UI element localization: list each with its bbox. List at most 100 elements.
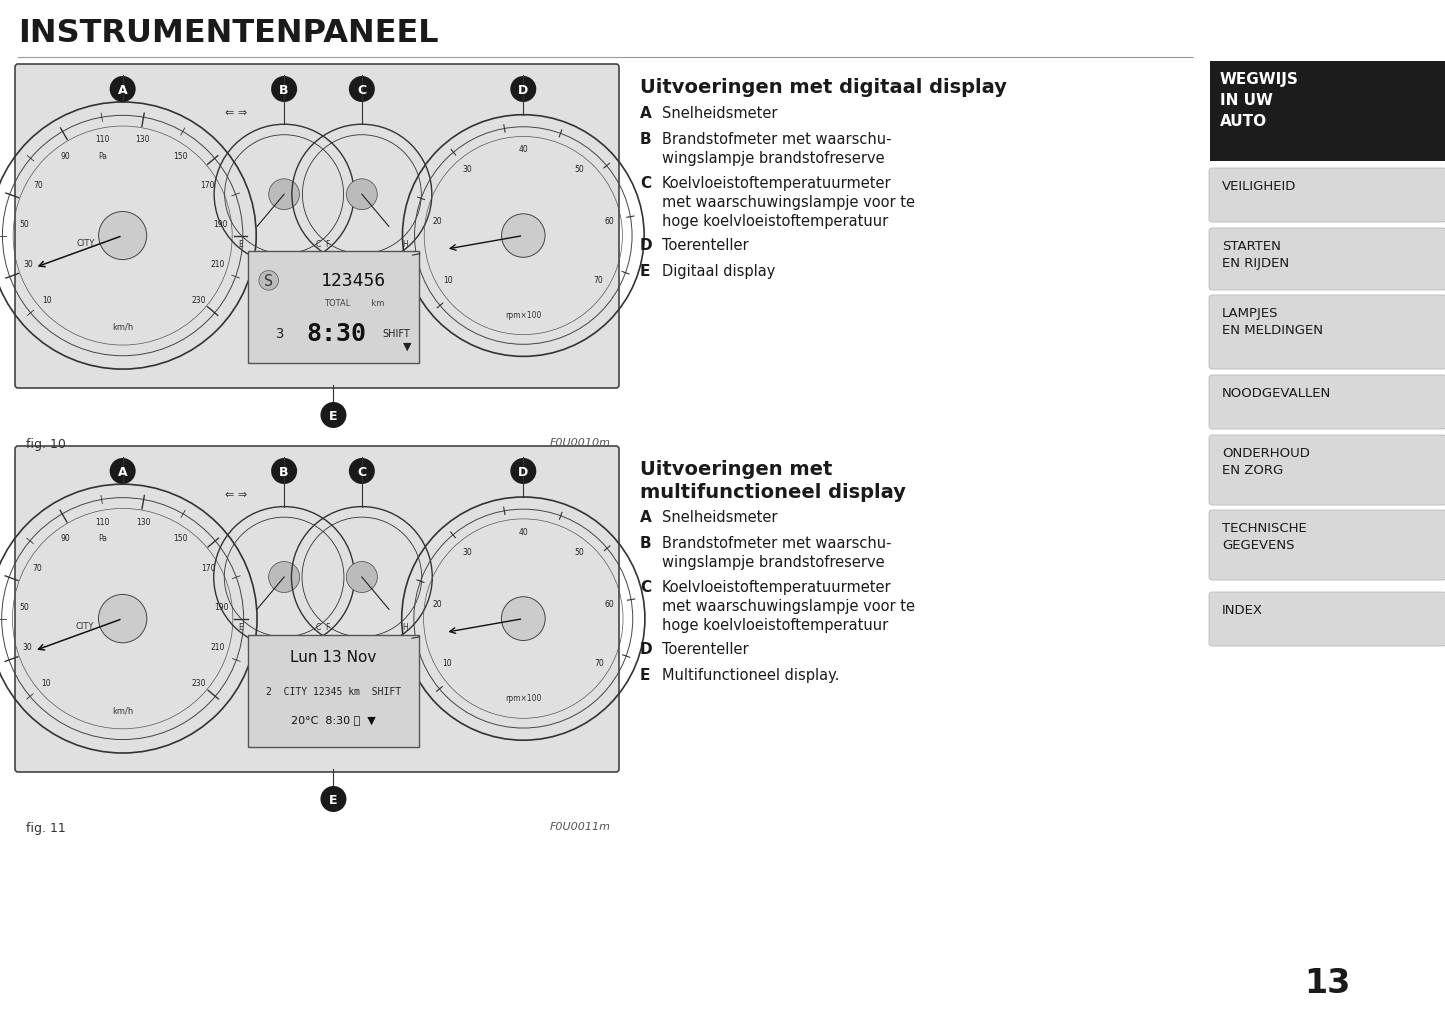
Text: 70: 70 bbox=[32, 563, 42, 572]
Text: 130: 130 bbox=[136, 135, 150, 145]
Circle shape bbox=[110, 77, 136, 103]
Text: A: A bbox=[118, 465, 127, 478]
Text: 70: 70 bbox=[33, 181, 43, 190]
FancyBboxPatch shape bbox=[1209, 592, 1445, 646]
Text: 230: 230 bbox=[192, 678, 207, 687]
Text: 110: 110 bbox=[95, 518, 110, 527]
Text: E: E bbox=[640, 264, 650, 279]
Text: F0U0010m: F0U0010m bbox=[551, 438, 611, 448]
Text: S: S bbox=[264, 274, 273, 288]
Text: H: H bbox=[403, 622, 409, 631]
Text: 10: 10 bbox=[442, 658, 452, 667]
Text: STARTEN
EN RIJDEN: STARTEN EN RIJDEN bbox=[1222, 240, 1289, 270]
Circle shape bbox=[98, 212, 147, 260]
Text: Koelvloeistoftemperatuurmeter
met waarschuwingslampje voor te
hoge koelvloeistof: Koelvloeistoftemperatuurmeter met waarsc… bbox=[662, 176, 915, 229]
FancyBboxPatch shape bbox=[1209, 436, 1445, 506]
Text: 90: 90 bbox=[61, 534, 69, 543]
Bar bbox=[249, 635, 419, 747]
Text: E: E bbox=[329, 793, 338, 806]
Text: E: E bbox=[238, 622, 243, 631]
Text: E: E bbox=[640, 667, 650, 682]
Circle shape bbox=[321, 787, 347, 812]
FancyBboxPatch shape bbox=[1209, 376, 1445, 430]
Text: B: B bbox=[640, 536, 652, 550]
Text: LAMPJES
EN MELDINGEN: LAMPJES EN MELDINGEN bbox=[1222, 306, 1324, 337]
Circle shape bbox=[272, 459, 298, 484]
Circle shape bbox=[272, 77, 298, 103]
Text: 8:30: 8:30 bbox=[306, 321, 367, 346]
Text: ONDERHOUD
EN ZORG: ONDERHOUD EN ZORG bbox=[1222, 447, 1309, 476]
Text: 70: 70 bbox=[594, 275, 604, 284]
Text: D: D bbox=[519, 84, 529, 96]
Text: 230: 230 bbox=[191, 295, 205, 304]
Text: C: C bbox=[640, 579, 652, 594]
Circle shape bbox=[501, 214, 545, 258]
Circle shape bbox=[347, 180, 377, 210]
Text: Lun 13 Nov: Lun 13 Nov bbox=[290, 650, 377, 665]
Circle shape bbox=[321, 402, 347, 429]
FancyBboxPatch shape bbox=[1209, 295, 1445, 370]
Circle shape bbox=[110, 459, 136, 484]
Text: 20: 20 bbox=[434, 216, 442, 225]
Text: WEGWIJS
IN UW
AUTO: WEGWIJS IN UW AUTO bbox=[1220, 72, 1299, 128]
FancyBboxPatch shape bbox=[14, 447, 618, 772]
Text: 210: 210 bbox=[211, 260, 224, 269]
Text: Uitvoeringen met digitaal display: Uitvoeringen met digitaal display bbox=[640, 78, 1007, 97]
Text: Brandstofmeter met waarschu-
wingslampje brandstofreserve: Brandstofmeter met waarschu- wingslampje… bbox=[662, 131, 892, 166]
Text: D: D bbox=[519, 465, 529, 478]
Text: 30: 30 bbox=[23, 260, 33, 269]
Text: 60: 60 bbox=[604, 600, 614, 609]
Text: Toerenteller: Toerenteller bbox=[662, 238, 749, 253]
Text: Pa: Pa bbox=[98, 534, 107, 543]
Text: 10: 10 bbox=[42, 295, 52, 304]
Text: TECHNISCHE
GEGEVENS: TECHNISCHE GEGEVENS bbox=[1222, 522, 1306, 551]
Text: 10: 10 bbox=[42, 678, 51, 687]
Text: 170: 170 bbox=[201, 563, 215, 572]
Text: A: A bbox=[640, 106, 652, 121]
Text: fig. 11: fig. 11 bbox=[26, 821, 66, 834]
Text: A: A bbox=[640, 510, 652, 525]
Text: rpm×100: rpm×100 bbox=[506, 694, 542, 703]
Text: C: C bbox=[357, 84, 367, 96]
Text: 50: 50 bbox=[574, 165, 584, 174]
Text: 90: 90 bbox=[61, 152, 71, 161]
Text: 30: 30 bbox=[462, 165, 473, 174]
Text: E: E bbox=[238, 240, 243, 249]
Circle shape bbox=[269, 562, 299, 592]
Text: ⇐ ⇒: ⇐ ⇒ bbox=[225, 107, 247, 117]
Bar bbox=[1209, 62, 1445, 162]
Text: 50: 50 bbox=[19, 602, 29, 611]
Text: 40: 40 bbox=[519, 145, 529, 154]
Text: 20°C  8:30 Ⓢ  ▼: 20°C 8:30 Ⓢ ▼ bbox=[290, 714, 376, 724]
Text: 30: 30 bbox=[22, 642, 32, 651]
Text: TOTAL        km: TOTAL km bbox=[324, 299, 384, 307]
Text: A: A bbox=[118, 84, 127, 96]
Text: 30: 30 bbox=[462, 548, 473, 556]
Text: B: B bbox=[640, 131, 652, 147]
Text: 50: 50 bbox=[575, 548, 584, 556]
Text: 13: 13 bbox=[1303, 967, 1350, 999]
Text: 3: 3 bbox=[275, 327, 283, 341]
Text: CITY: CITY bbox=[77, 239, 94, 248]
Text: 190: 190 bbox=[214, 219, 228, 228]
Text: F: F bbox=[325, 622, 329, 631]
Circle shape bbox=[510, 77, 536, 103]
Text: F0U0011m: F0U0011m bbox=[551, 821, 611, 831]
Bar bbox=[249, 252, 419, 363]
Text: B: B bbox=[279, 84, 289, 96]
Text: 50: 50 bbox=[20, 219, 29, 228]
FancyBboxPatch shape bbox=[1209, 228, 1445, 291]
Text: Snelheidsmeter: Snelheidsmeter bbox=[662, 106, 777, 121]
Text: 10: 10 bbox=[444, 275, 452, 284]
Text: Digitaal display: Digitaal display bbox=[662, 264, 776, 279]
Circle shape bbox=[347, 562, 377, 592]
FancyBboxPatch shape bbox=[1209, 511, 1445, 580]
Text: D: D bbox=[640, 641, 653, 656]
Text: 2  CITY 12345 km  SHIFT: 2 CITY 12345 km SHIFT bbox=[266, 685, 402, 696]
Text: 150: 150 bbox=[173, 534, 188, 543]
Text: km/h: km/h bbox=[113, 323, 133, 332]
FancyBboxPatch shape bbox=[1209, 169, 1445, 222]
Text: C: C bbox=[315, 622, 321, 631]
Text: Pa: Pa bbox=[98, 152, 107, 161]
Text: 60: 60 bbox=[604, 216, 614, 225]
